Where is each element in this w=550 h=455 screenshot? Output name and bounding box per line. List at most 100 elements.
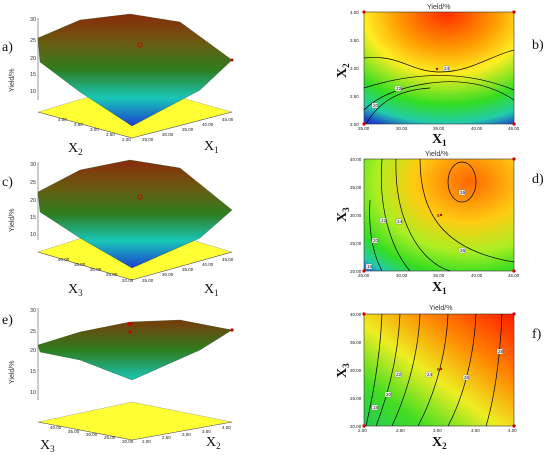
y-axis-label: X2: [335, 63, 351, 78]
y-tick: 25.00: [350, 396, 362, 401]
contour-label: 5: [437, 213, 440, 218]
contour-field: [363, 158, 515, 272]
panel-d: Yield/% 18 20 22 24 26 26 5 25.00 30.00 …: [335, 151, 544, 296]
y-tick: 30.00: [350, 368, 362, 373]
contour-line: [375, 313, 401, 427]
z-axis-label: Yield/%: [9, 69, 16, 92]
x-tick: 25.00: [358, 273, 370, 278]
contour-line: [391, 313, 421, 427]
contour-line: [363, 75, 515, 91]
contour-label-box: [425, 371, 433, 378]
axis-label-left: X3: [40, 438, 55, 454]
x-tick: 35.00: [433, 273, 445, 278]
tick-right: 2.50: [162, 435, 171, 440]
contour-line: [363, 49, 515, 73]
x-tick: 3.50: [471, 428, 480, 433]
contour-label: 22: [396, 372, 402, 377]
design-point: [435, 67, 439, 71]
x-tick: 40.00: [471, 273, 483, 278]
x-tick: 45.00: [508, 126, 520, 131]
tick-right: 3.00: [182, 432, 191, 437]
tick-right: 2.00: [142, 439, 151, 444]
contour-label: 26: [460, 248, 466, 253]
design-point: [137, 194, 143, 200]
panel-c: c) 30 25 20 15 10 Yield/% 40.00 35.00 30…: [2, 159, 234, 298]
design-point: [512, 157, 516, 161]
contour-label: 26: [464, 375, 470, 380]
x-axis-label: X1: [432, 132, 447, 148]
y-tick: 30.00: [350, 213, 362, 218]
z-axis-label: Yield/%: [9, 361, 16, 384]
design-point: [128, 330, 132, 334]
tick-right: 45.00: [222, 257, 234, 262]
contour-label: 20: [386, 392, 392, 397]
design-point: [512, 122, 516, 126]
y-axis-label: X3: [335, 207, 351, 222]
y-tick: 20.00: [350, 269, 362, 274]
contour-label: 22: [396, 86, 402, 91]
x-tick: 35.00: [433, 126, 445, 131]
contour-label: 5: [437, 367, 440, 372]
design-point: [230, 328, 234, 332]
panel-label: c): [2, 175, 13, 190]
z-tick: 25: [30, 329, 36, 335]
contour-line: [363, 81, 515, 111]
x-axis-label: X2: [432, 435, 447, 451]
contour-label: 24: [397, 219, 403, 224]
panel-e: e) 30 25 20 15 10 Yield/% 40.00 35.00 30…: [2, 308, 234, 454]
z-tick: 10: [30, 89, 36, 95]
x-tick: 2.00: [358, 428, 367, 433]
y-axis-line: [131, 421, 233, 441]
contour-label-box: [462, 374, 470, 381]
y-tick: 40.00: [350, 312, 362, 317]
contour-field: [363, 11, 515, 125]
y-tick: 35.00: [350, 340, 362, 345]
z-axis-label: Yield/%: [9, 209, 16, 232]
tick-right: 25.00: [142, 278, 154, 283]
contour-title: Yield/%: [427, 4, 450, 11]
z-tick: 25: [30, 180, 36, 186]
x-tick: 40.00: [471, 126, 483, 131]
tick-left: 3.50: [74, 122, 83, 127]
contour-label-box: [458, 247, 466, 254]
tick-right: 4.00: [222, 425, 231, 430]
z-tick: 30: [30, 17, 36, 23]
contour-label-box: [394, 371, 402, 378]
contour-label-box: [379, 217, 387, 224]
tick-left: 3.00: [90, 127, 99, 132]
y-axis-line: [131, 111, 233, 139]
design-point: [362, 122, 366, 126]
contour-line: [381, 158, 411, 272]
y-tick: 3.50: [350, 38, 359, 43]
contour-line: [395, 158, 451, 272]
design-point: [362, 269, 366, 273]
tick-left: 30.00: [90, 267, 102, 272]
response-surface: [37, 13, 233, 127]
y-axis-label: X3: [335, 363, 351, 378]
design-point: [137, 42, 143, 48]
y-tick: 40.00: [350, 157, 362, 162]
contour-label-box: [394, 85, 402, 92]
design-point: [439, 367, 443, 371]
design-point: [512, 269, 516, 273]
y-tick: 2.00: [350, 122, 359, 127]
tick-left: 2.50: [106, 132, 115, 137]
x-tick: 25.00: [358, 126, 370, 131]
tick-right: 3.50: [202, 429, 211, 434]
panel-a: a) 30 25 20 15 10 Yield/% 4.00 3.50 3.00…: [2, 13, 234, 157]
design-point: [512, 424, 516, 428]
response-surface: [37, 319, 233, 381]
panel-label: b): [532, 38, 544, 53]
contour-label-box: [442, 65, 450, 72]
response-surface: [37, 159, 233, 269]
panel-label: a): [2, 40, 13, 55]
contour-label: 24: [427, 372, 433, 377]
tick-left: 20.00: [122, 278, 134, 283]
z-tick: 20: [30, 348, 36, 354]
x-axis-label: X1: [432, 280, 447, 296]
contour-title: Yield/%: [425, 151, 448, 158]
y-axis-line: [131, 251, 233, 281]
contour-line: [485, 313, 503, 427]
z-tick: 25: [30, 38, 36, 44]
design-point: [439, 213, 443, 217]
